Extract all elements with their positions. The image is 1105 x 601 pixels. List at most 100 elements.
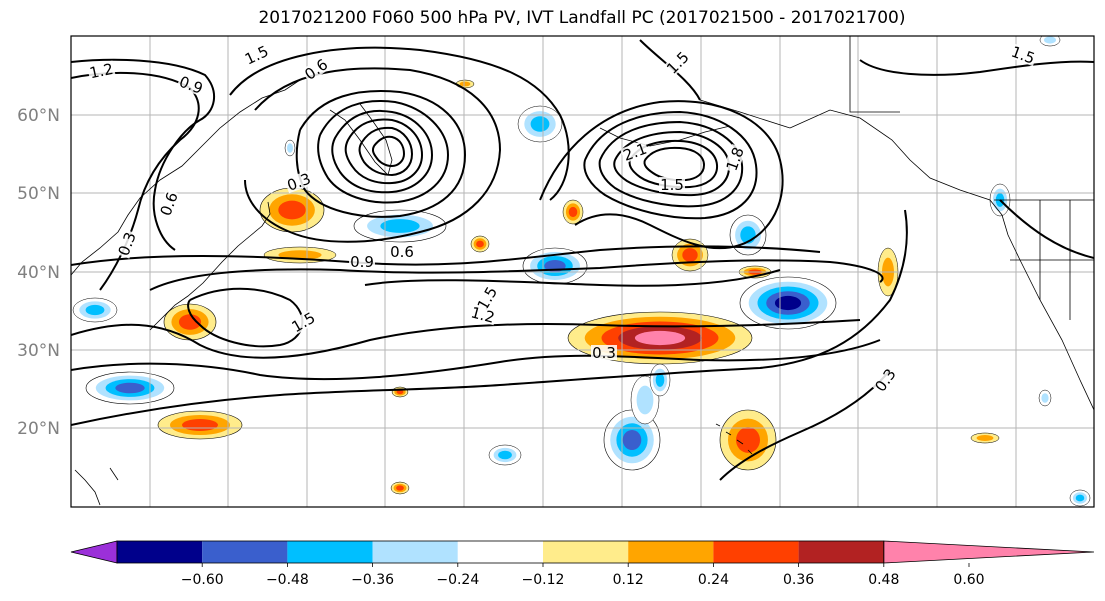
coastline-aleutians	[599, 125, 731, 147]
shade-kamchatka-cool	[353, 209, 447, 243]
shade-central-pacific-cool	[522, 247, 588, 285]
contour-line	[364, 269, 781, 287]
contour-label-backdrop	[389, 244, 415, 259]
contour-label-backdrop	[663, 48, 693, 78]
contour-line	[71, 245, 821, 266]
colorbar-tick-label: 0.36	[783, 572, 814, 588]
contour-line	[719, 369, 891, 481]
contour-line	[71, 209, 908, 426]
shade-contour	[278, 200, 306, 220]
latitude-tick-label: 30°N	[17, 341, 60, 361]
contour-label-text: 1.2	[469, 303, 497, 327]
colorbar-box	[287, 541, 373, 563]
contour-label-text: 0.3	[592, 344, 616, 362]
shade-contour	[182, 419, 218, 431]
latitude-labels: 60°N 50°N 40°N 30°N 20°N	[17, 106, 60, 439]
contour-label-backdrop	[157, 189, 181, 219]
colorbar-frame	[116, 540, 885, 564]
contour-label: 1.5	[1008, 43, 1038, 68]
contour-label-backdrop	[591, 345, 617, 360]
colorbar-box	[543, 541, 629, 563]
contour-label: 0.6	[389, 243, 415, 261]
shade-blob	[568, 206, 578, 218]
shade-blob	[396, 389, 404, 395]
contour-label-backdrop	[86, 60, 116, 81]
pv-contours	[71, 39, 1094, 481]
contour-line	[643, 146, 706, 182]
shade-blob	[976, 435, 994, 441]
colorbar-tick-labels: −0.60 −0.48 −0.36 −0.24 −0.12 0.12 0.24 0.36 0.4…	[181, 563, 985, 588]
colorbar-tick-label: 0.24	[698, 572, 729, 588]
coastlines	[71, 36, 1094, 506]
latitude-tick-label: 40°N	[17, 263, 60, 283]
contour-label-backdrop	[659, 177, 685, 192]
contour-label-text: 0.9	[350, 253, 374, 271]
plot-frame	[70, 35, 1095, 508]
contour-line	[317, 100, 450, 204]
contour-label-backdrop	[288, 308, 319, 335]
contour-line	[187, 287, 304, 348]
shade-contour	[115, 382, 145, 394]
latitude-tick-label: 50°N	[17, 184, 60, 204]
colorbar-tick-label: −0.12	[522, 572, 565, 588]
shade-blob	[459, 81, 471, 87]
shade-hawaii-warm	[719, 409, 777, 471]
colorbar-tick-label: 0.60	[953, 572, 984, 588]
colorbar-box	[117, 541, 203, 563]
contour-label-backdrop	[241, 42, 272, 68]
colorbar-tick-label: −0.48	[266, 572, 309, 588]
colorbar-tick-label: 0.48	[868, 572, 899, 588]
map-plot: 1.20.91.50.61.50.30.60.60.91.51.21.50.30…	[17, 35, 1095, 508]
contour-line	[859, 59, 1094, 76]
contour-line	[71, 58, 215, 251]
contour-line	[71, 319, 861, 359]
contour-label-backdrop	[115, 229, 139, 259]
contour-label: 1.2	[468, 303, 498, 327]
colorbar-boxes	[70, 540, 1095, 564]
contour-line	[358, 126, 414, 177]
contour-line	[295, 89, 467, 218]
shade-contour	[774, 295, 802, 311]
philippines	[74, 467, 119, 506]
contour-label-text: 0.6	[390, 243, 414, 261]
shade-blob	[396, 485, 404, 491]
hawaii-islands	[715, 423, 753, 455]
shade-blob	[476, 240, 484, 248]
shade-northeast-pacific-cool	[739, 276, 837, 330]
contour-label-backdrop	[284, 170, 314, 194]
shade-blob	[655, 373, 665, 387]
contour-label-backdrop	[871, 365, 899, 395]
shade-blob	[287, 143, 293, 153]
contour-label-backdrop	[620, 140, 650, 164]
contour-line	[539, 100, 784, 250]
contour-label-backdrop	[468, 304, 498, 326]
shade-blob	[636, 385, 654, 415]
shading-layer	[72, 36, 1091, 507]
contour-line	[331, 110, 434, 194]
contour-line	[244, 67, 502, 243]
coastline-alaska	[699, 99, 1094, 411]
contour-label-backdrop	[349, 254, 375, 269]
colorbar-box	[798, 541, 884, 563]
shade-blob	[1044, 36, 1056, 44]
shade-japan-warm-north	[259, 187, 325, 233]
shade-tropical-warm-west	[157, 410, 243, 440]
contour-label: 1.2	[86, 60, 116, 82]
contour-label-backdrop	[176, 73, 206, 97]
shade-contour	[634, 330, 686, 346]
colorbar-box	[457, 541, 543, 563]
shade-alaska-gulf-cool	[729, 214, 767, 256]
colorbar-tick-label: 0.12	[613, 572, 644, 588]
contour-line	[149, 259, 884, 291]
contour-label-backdrop	[301, 55, 331, 83]
colorbar-box	[202, 541, 288, 563]
colorbar-tick-label: −0.36	[351, 572, 394, 588]
shade-blob	[85, 304, 105, 316]
contour-line	[613, 130, 731, 197]
shade-west-pacific-cool	[85, 371, 175, 405]
shade-japan-warm-south	[163, 303, 217, 341]
shade-blob	[682, 248, 698, 262]
shade-blob	[498, 450, 512, 460]
shade-hawaii-north-cool	[603, 409, 661, 471]
shade-contour	[178, 314, 202, 330]
